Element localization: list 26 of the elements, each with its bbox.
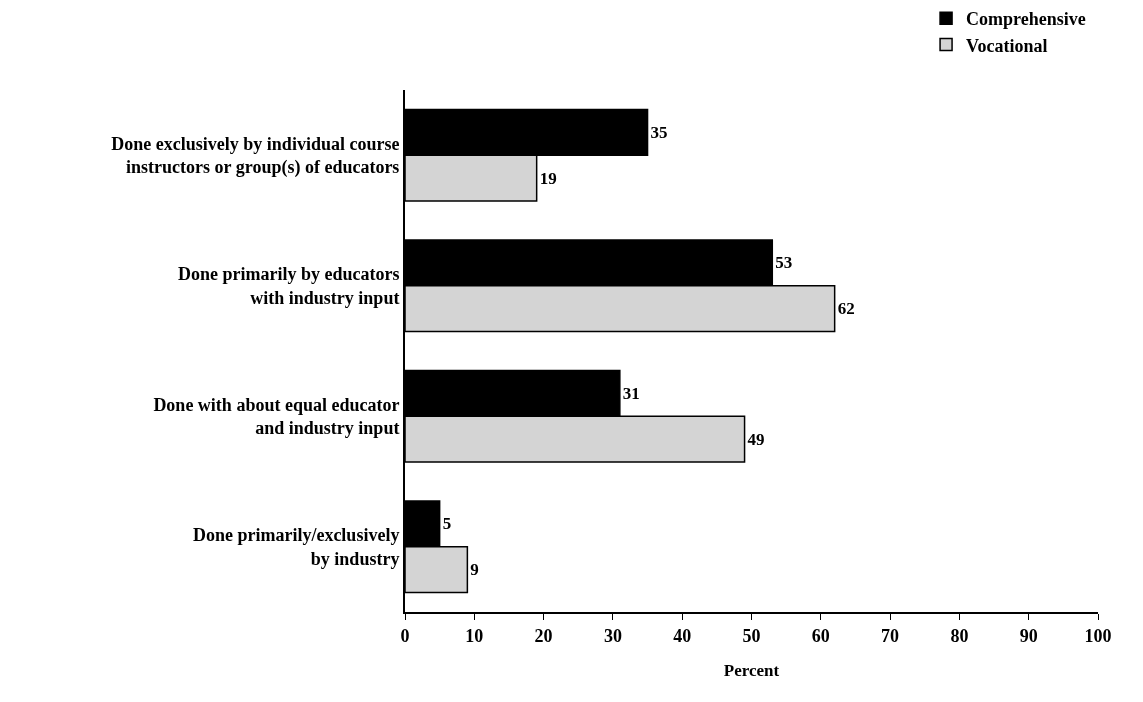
x-tick-label: 70 [881, 625, 900, 646]
x-tick-label: 90 [1019, 625, 1038, 646]
x-tick-label: 100 [1084, 625, 1112, 646]
x-axis-title: Percent [723, 661, 780, 681]
data-label: 19 [539, 168, 557, 188]
x-tick-label: 40 [673, 625, 692, 646]
x-tick-label: 10 [465, 625, 484, 646]
y-tick-label: Done primarily/exclusively by industry [192, 525, 400, 569]
x-tick-label: 0 [400, 625, 410, 646]
data-label: 9 [470, 560, 479, 580]
x-tick-label: 20 [534, 625, 553, 646]
x-tick-label: 80 [950, 625, 969, 646]
x-tick-label: 30 [603, 625, 622, 646]
data-label: 62 [837, 299, 855, 319]
legend-label: Comprehensive [966, 9, 1086, 30]
data-label: 5 [442, 514, 452, 534]
data-label: 35 [650, 122, 668, 142]
y-tick-label: Done exclusively by individual course instructors or group(s) of educators [111, 133, 400, 179]
x-tick-label: 60 [811, 625, 830, 646]
data-label: 49 [747, 429, 765, 449]
y-tick-label: Done primarily by educators with industry input [177, 264, 400, 308]
y-tick-label: Done with about equal educator and industry input [153, 394, 400, 439]
x-tick-label: 50 [742, 625, 761, 646]
data-label: 31 [622, 383, 640, 403]
data-label: 53 [775, 253, 793, 273]
legend-label: Vocational [966, 35, 1048, 56]
